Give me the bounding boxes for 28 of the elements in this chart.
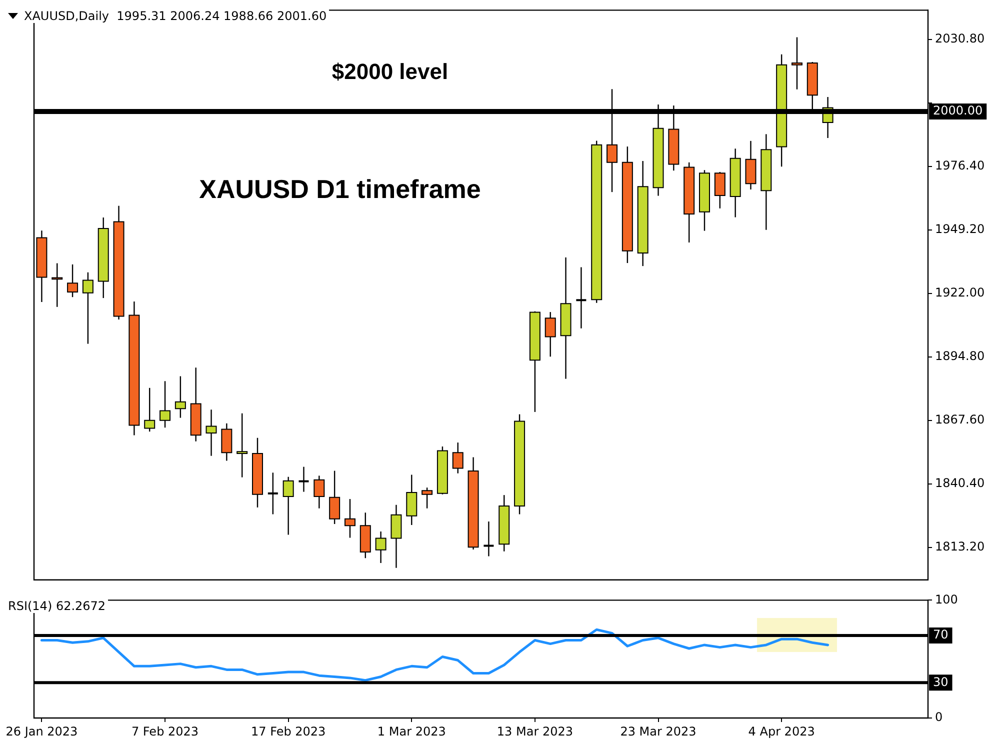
- candlestick: [482, 520, 495, 557]
- chart-title: RSI(14) 62.2672: [8, 599, 106, 613]
- y-tick-label: 1894.80: [935, 349, 985, 364]
- y-tick-label: 0: [935, 710, 943, 724]
- x-tick-label: 7 Feb 2023: [131, 724, 199, 738]
- chart-title: XAUUSD,Daily 1995.31 2006.24 1988.66 2001.60: [24, 9, 327, 23]
- y-tick-label: 1976.40: [935, 158, 985, 173]
- candlestick: [266, 472, 279, 515]
- candlestick: [298, 466, 310, 492]
- candlestick: [575, 266, 588, 329]
- y-tick-label: 2030.80: [935, 32, 985, 46]
- ref-line-label: 2000.00: [933, 104, 983, 118]
- x-tick-label: 1 Mar 2023: [377, 724, 446, 738]
- y-tick-label: 1840.40: [935, 476, 985, 490]
- x-tick-label: 26 Jan 2023: [6, 724, 78, 738]
- annotation: XAUUSD D1 timeframe: [199, 174, 481, 204]
- y-tick-label: 1813.20: [935, 540, 985, 554]
- x-tick-label: 13 Mar 2023: [496, 724, 573, 738]
- y-tick-label: 1922.00: [935, 286, 985, 300]
- y-tick-label: 100: [935, 592, 958, 606]
- ref-line-label: 30: [933, 674, 948, 689]
- x-tick-label: 17 Feb 2023: [250, 724, 326, 738]
- x-tick-label: 4 Apr 2023: [748, 724, 815, 738]
- annotation: $2000 level: [332, 59, 448, 84]
- ref-line-label: 70: [933, 628, 948, 642]
- x-tick-label: 23 Mar 2023: [620, 724, 696, 738]
- y-tick-label: 1867.60: [935, 412, 985, 427]
- y-tick-label: 1949.20: [935, 222, 985, 236]
